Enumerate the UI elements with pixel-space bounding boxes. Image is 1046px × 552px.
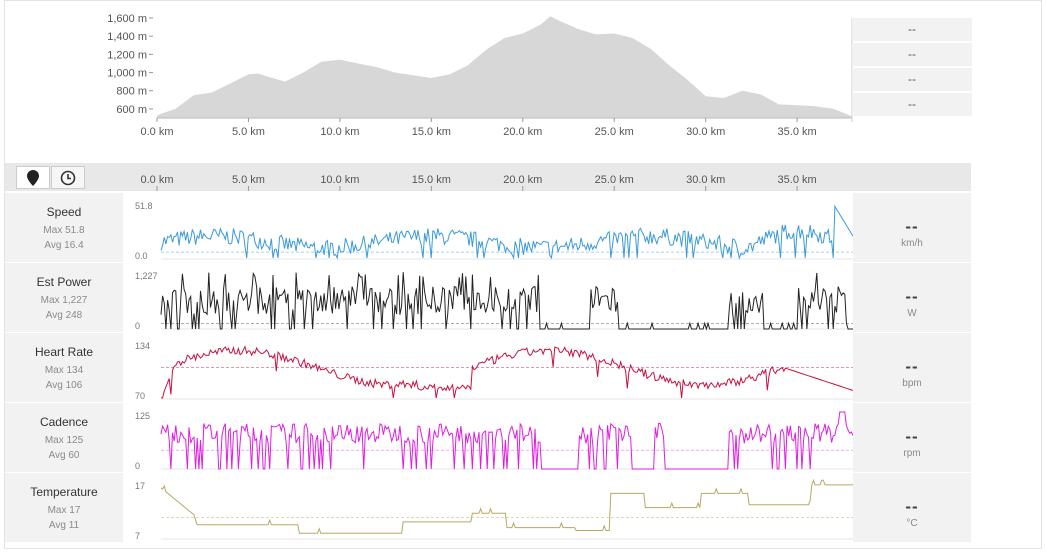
metric-value: -- xyxy=(905,287,919,306)
activity-analysis-panel xyxy=(4,0,1042,549)
y-axis-max-label: 134 xyxy=(135,341,150,351)
metric-avg: Avg 248 xyxy=(45,310,83,321)
metric-trace xyxy=(160,204,853,260)
y-axis-max-label: 17 xyxy=(135,481,145,491)
heart-rate-readout: -- bpm xyxy=(853,333,971,402)
elevation-x-tick: 5.0 km xyxy=(232,126,265,138)
distance-axis-tick: 20.0 km xyxy=(503,174,542,186)
metric-avg: Avg 106 xyxy=(45,380,83,391)
metric-unit: rpm xyxy=(903,448,921,459)
clock-icon xyxy=(60,170,76,185)
metric-max: Max 125 xyxy=(44,435,84,446)
elevation-readout-3: -- xyxy=(852,68,972,91)
y-axis-max-label: 1,227 xyxy=(135,271,158,281)
metric-value: -- xyxy=(905,427,919,446)
y-axis-min-label: 0 xyxy=(135,461,140,471)
metric-max: Max 1,227 xyxy=(40,295,88,306)
metric-trace xyxy=(161,345,853,399)
metric-name: Speed xyxy=(46,205,82,219)
elevation-x-tick: 35.0 km xyxy=(778,126,817,138)
elevation-area xyxy=(157,16,852,119)
distance-axis-tick: 25.0 km xyxy=(595,174,634,186)
heart-rate-row: Heart Rate Max 134 Avg 106 134 70 -- bpm xyxy=(5,333,971,402)
power-label-panel: Est Power Max 1,227 Avg 248 xyxy=(5,263,123,332)
speed-readout: -- km/h xyxy=(853,193,971,262)
speed-chart[interactable]: 51.8 0.0 xyxy=(123,193,853,262)
elevation-y-tick: 1,600 m xyxy=(107,13,147,25)
speed-label-panel: Speed Max 51.8 Avg 16.4 xyxy=(5,193,123,262)
y-axis-min-label: 7 xyxy=(135,531,140,541)
elevation-readout-1: -- xyxy=(852,18,972,41)
elevation-x-tick: 10.0 km xyxy=(320,126,359,138)
elevation-x-tick: 0.0 km xyxy=(140,126,173,138)
distance-axis-tick: 0.0 km xyxy=(140,174,173,186)
distance-axis-tick: 10.0 km xyxy=(320,174,359,186)
power-chart[interactable]: 1,227 0 xyxy=(123,263,853,332)
power-row: Est Power Max 1,227 Avg 248 1,227 0 -- W xyxy=(5,263,971,332)
heart-rate-chart[interactable]: 134 70 xyxy=(123,333,853,402)
elevation-readout-4: -- xyxy=(852,93,972,116)
distance-axis-tick: 35.0 km xyxy=(778,174,817,186)
power-readout: -- W xyxy=(853,263,971,332)
elevation-y-tick: 1,400 m xyxy=(107,31,147,43)
metric-name: Temperature xyxy=(30,485,98,499)
time-mode-button[interactable] xyxy=(51,166,85,189)
cadence-chart[interactable]: 125 0 xyxy=(123,403,853,472)
distance-axis: 0.0 km 5.0 km 10.0 km 15.0 km 20.0 km 25.0 km… xyxy=(140,174,817,191)
cadence-row: Cadence Max 125 Avg 60 125 0 -- rpm xyxy=(5,403,971,472)
elevation-y-tick: 1,200 m xyxy=(107,49,147,61)
elevation-x-tick: 20.0 km xyxy=(503,126,542,138)
chart-toolbar xyxy=(5,163,971,191)
elevation-x-tick: 25.0 km xyxy=(595,126,634,138)
distance-mode-button[interactable] xyxy=(16,166,50,189)
elevation-y-tick: 800 m xyxy=(116,86,147,98)
elevation-y-tick: 600 m xyxy=(116,104,147,116)
metric-unit: W xyxy=(907,308,917,319)
location-pin-icon xyxy=(27,169,39,186)
distance-axis-tick: 15.0 km xyxy=(412,174,451,186)
y-axis-min-label: 0.0 xyxy=(135,251,148,261)
speed-row: Speed Max 51.8 Avg 16.4 51.8 0.0 -- km/h xyxy=(5,193,971,262)
y-axis-min-label: 0 xyxy=(135,321,140,331)
metric-max: Max 17 xyxy=(47,505,81,516)
temperature-chart[interactable]: 17 7 xyxy=(123,473,853,542)
metric-trace xyxy=(160,478,853,534)
metric-trace xyxy=(160,411,853,470)
y-axis-min-label: 70 xyxy=(135,391,145,401)
metric-name: Heart Rate xyxy=(34,345,94,359)
metric-unit: bpm xyxy=(902,378,922,389)
metric-unit: °C xyxy=(906,518,918,529)
y-axis-max-label: 125 xyxy=(135,411,150,421)
metric-value: -- xyxy=(905,357,919,376)
cadence-readout: -- rpm xyxy=(853,403,971,472)
elevation-x-tick: 30.0 km xyxy=(686,126,725,138)
metric-avg: Avg 11 xyxy=(48,520,80,531)
elevation-readout-2: -- xyxy=(852,43,972,66)
elevation-chart[interactable]: 1,600 m 1,400 m 1,200 m 1,000 m 800 m 600 m 0… xyxy=(0,0,860,150)
temperature-label-panel: Temperature Max 17 Avg 11 xyxy=(5,473,123,542)
y-axis-max-label: 51.8 xyxy=(135,201,153,211)
temperature-row: Temperature Max 17 Avg 11 17 7 -- °C xyxy=(5,473,971,542)
cadence-label-panel: Cadence Max 125 Avg 60 xyxy=(5,403,123,472)
metric-max: Max 51.8 xyxy=(43,225,85,236)
metric-avg: Avg 60 xyxy=(48,450,80,461)
metric-max: Max 134 xyxy=(44,365,84,376)
metric-value: -- xyxy=(905,497,919,516)
distance-axis-tick: 30.0 km xyxy=(686,174,725,186)
metric-trace xyxy=(160,271,853,331)
metric-avg: Avg 16.4 xyxy=(44,240,84,251)
elevation-y-tick: 1,000 m xyxy=(107,68,147,80)
temperature-readout: -- °C xyxy=(853,473,971,542)
metric-name: Cadence xyxy=(39,415,89,429)
metric-unit: km/h xyxy=(901,238,923,249)
distance-axis-tick: 5.0 km xyxy=(232,174,265,186)
elevation-x-tick: 15.0 km xyxy=(412,126,451,138)
heart-rate-label-panel: Heart Rate Max 134 Avg 106 xyxy=(5,333,123,402)
metric-name: Est Power xyxy=(36,275,92,289)
metric-value: -- xyxy=(905,217,919,236)
